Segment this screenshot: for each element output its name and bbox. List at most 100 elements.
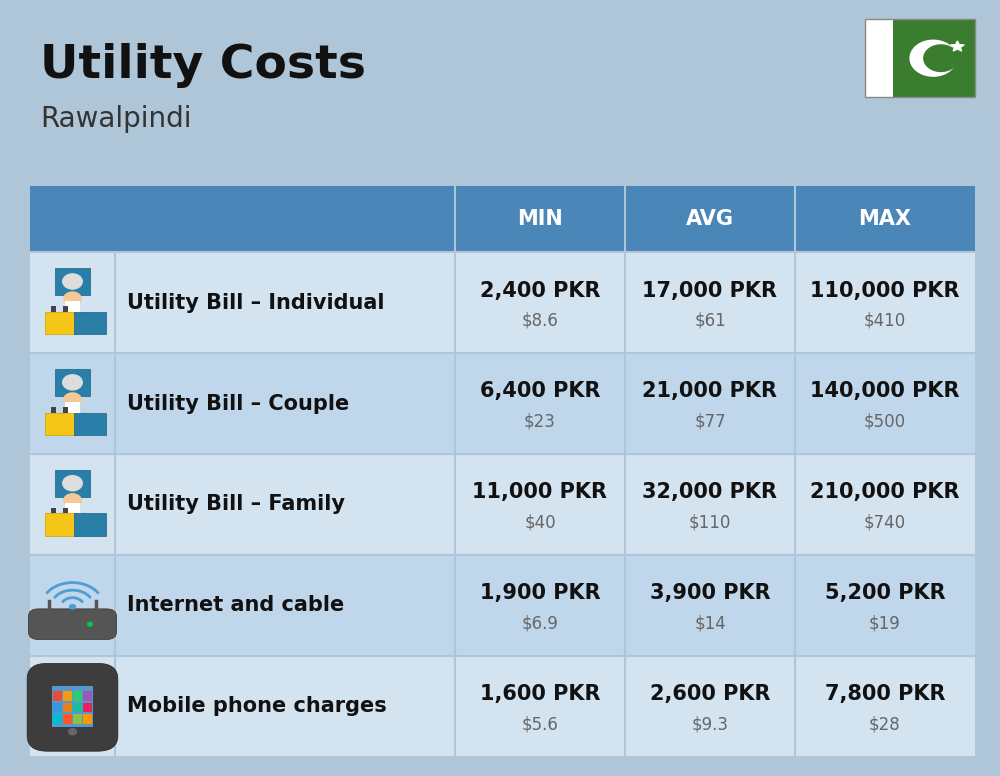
Bar xyxy=(73,691,82,702)
Bar xyxy=(63,508,68,514)
Bar xyxy=(83,279,89,284)
Bar xyxy=(70,289,75,294)
Bar xyxy=(45,413,76,435)
Circle shape xyxy=(64,494,81,508)
Bar xyxy=(55,268,90,295)
Text: $14: $14 xyxy=(694,615,726,632)
Text: $9.3: $9.3 xyxy=(692,715,728,733)
Text: 3,900 PKR: 3,900 PKR xyxy=(650,584,770,603)
Text: $40: $40 xyxy=(524,514,556,532)
Circle shape xyxy=(63,476,82,490)
Bar xyxy=(51,508,56,514)
Bar xyxy=(60,286,66,291)
Bar xyxy=(79,372,85,377)
Text: Utility Bill – Family: Utility Bill – Family xyxy=(127,494,345,514)
Bar xyxy=(51,307,56,312)
Text: $500: $500 xyxy=(864,413,906,431)
Bar xyxy=(865,19,893,97)
Bar xyxy=(60,488,66,493)
Bar xyxy=(70,491,75,496)
Bar xyxy=(53,714,62,724)
Text: 5,200 PKR: 5,200 PKR xyxy=(825,584,945,603)
Bar xyxy=(45,514,76,536)
Text: 7,800 PKR: 7,800 PKR xyxy=(825,684,945,704)
Polygon shape xyxy=(951,41,964,51)
Bar xyxy=(60,272,66,276)
Text: Utility Costs: Utility Costs xyxy=(40,43,366,88)
Bar xyxy=(65,301,80,317)
Bar xyxy=(30,353,975,454)
Bar xyxy=(893,19,975,97)
Text: $6.9: $6.9 xyxy=(522,615,558,632)
Bar xyxy=(55,469,90,497)
Bar xyxy=(56,481,62,486)
Bar xyxy=(63,703,72,712)
Bar xyxy=(70,390,75,395)
Text: $5.6: $5.6 xyxy=(522,715,558,733)
Text: $19: $19 xyxy=(869,615,901,632)
Text: AVG: AVG xyxy=(686,210,734,229)
Bar xyxy=(73,714,82,724)
Text: 11,000 PKR: 11,000 PKR xyxy=(473,483,608,502)
Text: $110: $110 xyxy=(689,514,731,532)
Text: MIN: MIN xyxy=(517,210,563,229)
Bar xyxy=(83,714,92,724)
Text: $77: $77 xyxy=(694,413,726,431)
Bar xyxy=(79,286,85,291)
Bar xyxy=(51,407,56,413)
Bar xyxy=(30,252,975,353)
Polygon shape xyxy=(910,40,956,76)
Text: 1,600 PKR: 1,600 PKR xyxy=(480,684,600,704)
Text: 210,000 PKR: 210,000 PKR xyxy=(810,483,960,502)
Bar xyxy=(56,380,62,385)
Polygon shape xyxy=(924,45,958,71)
Bar xyxy=(74,514,106,536)
Circle shape xyxy=(63,375,82,390)
Bar xyxy=(70,369,75,374)
Bar xyxy=(63,407,68,413)
Text: $28: $28 xyxy=(869,715,901,733)
Bar xyxy=(60,473,66,478)
Circle shape xyxy=(64,292,81,306)
Circle shape xyxy=(64,393,81,407)
Bar xyxy=(79,473,85,478)
Text: 1,900 PKR: 1,900 PKR xyxy=(480,584,600,603)
Bar xyxy=(79,387,85,392)
Text: 2,600 PKR: 2,600 PKR xyxy=(650,684,770,704)
Text: 17,000 PKR: 17,000 PKR xyxy=(642,281,778,300)
FancyBboxPatch shape xyxy=(27,663,118,751)
Bar xyxy=(30,186,975,252)
Text: Rawalpindi: Rawalpindi xyxy=(40,105,192,133)
Bar xyxy=(56,279,62,284)
Bar xyxy=(45,312,76,334)
Circle shape xyxy=(63,274,82,289)
Bar xyxy=(74,312,106,334)
Text: 2,400 PKR: 2,400 PKR xyxy=(480,281,600,300)
Bar xyxy=(30,555,975,656)
Circle shape xyxy=(69,729,76,735)
Text: 21,000 PKR: 21,000 PKR xyxy=(642,382,778,401)
Text: Mobile phone charges: Mobile phone charges xyxy=(127,696,387,716)
Text: MAX: MAX xyxy=(858,210,912,229)
Bar xyxy=(53,703,62,712)
Circle shape xyxy=(70,605,75,609)
Bar xyxy=(30,454,975,555)
Text: $410: $410 xyxy=(864,312,906,330)
Bar xyxy=(73,703,82,712)
Circle shape xyxy=(88,622,92,626)
Bar xyxy=(83,703,92,712)
Text: 110,000 PKR: 110,000 PKR xyxy=(810,281,960,300)
Bar xyxy=(79,488,85,493)
Bar xyxy=(53,691,62,702)
Bar xyxy=(79,272,85,276)
Bar xyxy=(83,481,89,486)
Text: Utility Bill – Couple: Utility Bill – Couple xyxy=(127,393,349,414)
Bar xyxy=(74,413,106,435)
Bar xyxy=(65,402,80,419)
Text: $23: $23 xyxy=(524,413,556,431)
Text: 6,400 PKR: 6,400 PKR xyxy=(480,382,600,401)
FancyBboxPatch shape xyxy=(28,609,117,639)
Text: 140,000 PKR: 140,000 PKR xyxy=(810,382,960,401)
Bar xyxy=(63,691,72,702)
Bar xyxy=(83,380,89,385)
